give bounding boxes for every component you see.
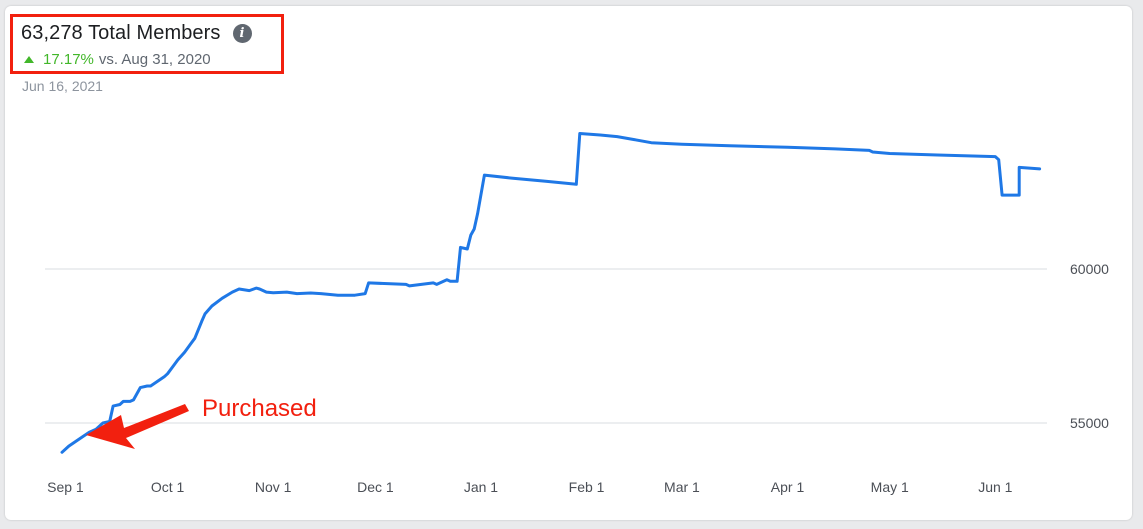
chart-card [5,6,1132,520]
series-layer [60,132,1042,454]
date-label: Jun 16, 2021 [22,78,103,94]
x-tick-label: Sep 1 [47,479,84,495]
x-tick-label: Mar 1 [664,479,700,495]
x-tick-label: Jan 1 [464,479,498,495]
x-tick-label: Jun 1 [978,479,1012,495]
y-axis-ticks: 55000 60000 [1070,261,1109,431]
y-tick-label: 60000 [1070,261,1109,277]
x-tick-label: Dec 1 [357,479,394,495]
x-tick-label: May 1 [871,479,909,495]
x-tick-label: Feb 1 [569,479,605,495]
y-tick-label: 55000 [1070,415,1109,431]
x-tick-label: Apr 1 [771,479,805,495]
x-axis-ticks: Sep 1 Oct 1 Nov 1 Dec 1 Jan 1 Feb 1 Mar 1 Apr 1… [47,479,1013,495]
metric-header: 63,278 Total Members i [21,22,252,45]
info-icon[interactable]: i [232,24,252,43]
up-arrow-icon [24,56,34,63]
change-comparison: vs. Aug 31, 2020 [98,51,211,68]
change-percent: 17.17% [43,51,94,68]
annotation-arrow [86,404,189,449]
series-line [60,132,1042,454]
annotation: Purchased [86,395,317,449]
x-tick-label: Nov 1 [255,479,292,495]
gridlines [45,268,1047,424]
annotation-label: Purchased [202,395,317,422]
x-tick-label: Oct 1 [151,479,185,495]
page-title: 63,278 Total Members [21,22,221,44]
highlight-box [10,14,284,74]
change-indicator: 17.17% vs. Aug 31, 2020 [24,51,211,68]
